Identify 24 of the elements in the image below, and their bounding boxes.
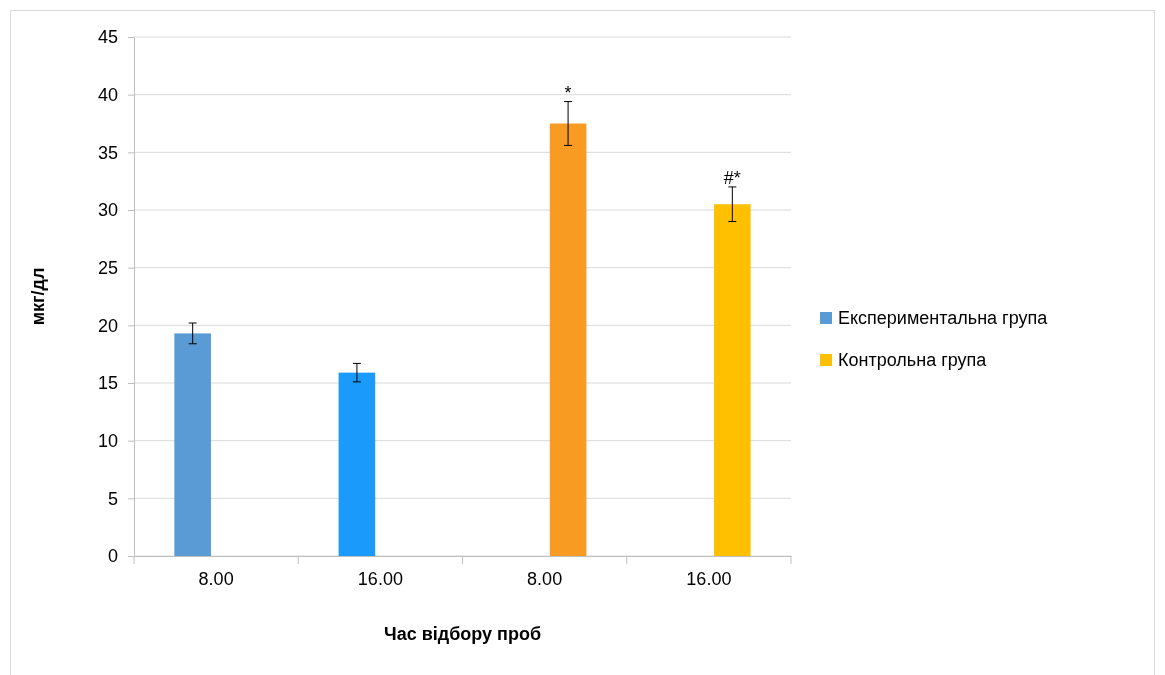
y-tick-label: 20 <box>97 315 118 336</box>
x-tick-label: 16.00 <box>357 568 403 589</box>
y-tick-label: 10 <box>97 430 118 451</box>
y-axis-title: мкг/дл <box>28 267 48 326</box>
x-tick-label: 16.00 <box>686 568 732 589</box>
bar <box>338 372 376 556</box>
legend-label: Контрольна група <box>838 350 988 370</box>
x-axis-title: Час відбору проб <box>383 624 542 644</box>
bar <box>714 204 751 556</box>
bar <box>549 123 587 556</box>
x-tick-label: 8.00 <box>527 568 563 589</box>
legend-label: Експериментальна група <box>838 308 1049 328</box>
y-tick-label: 40 <box>97 84 118 105</box>
y-tick-label: 30 <box>97 200 118 221</box>
y-tick-label: 15 <box>97 373 118 394</box>
y-tick-label: 35 <box>97 142 118 163</box>
annotation: * <box>564 82 572 103</box>
y-tick-label: 5 <box>107 488 118 509</box>
x-tick-label: 8.00 <box>198 568 234 589</box>
annotation: #* <box>723 167 741 188</box>
y-tick-label: 25 <box>97 257 118 278</box>
y-tick-label: 0 <box>107 546 118 567</box>
y-tick-label: 45 <box>97 27 118 48</box>
bar <box>174 333 211 556</box>
